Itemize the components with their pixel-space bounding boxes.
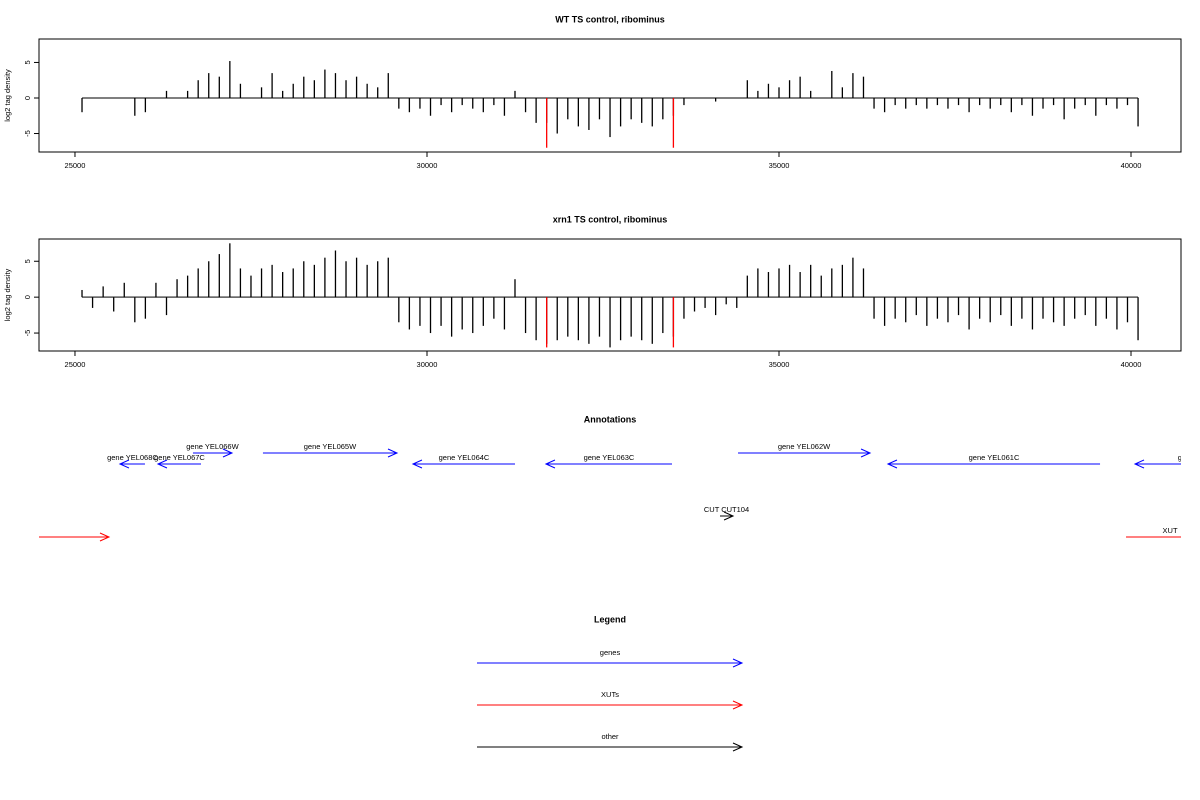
arrow bbox=[1133, 459, 1181, 469]
y-axis-label: log2 tag density bbox=[3, 69, 12, 122]
x-tick-label: 40000 bbox=[1121, 360, 1142, 369]
arrow-head bbox=[723, 511, 735, 521]
y-tick-label: 0 bbox=[23, 295, 32, 299]
arrow-head bbox=[156, 459, 168, 469]
arrow-head bbox=[886, 459, 898, 469]
feature-label: gene YEL060C bbox=[1178, 453, 1200, 462]
y-tick-label: -5 bbox=[23, 330, 32, 337]
arrow-head bbox=[387, 448, 399, 458]
feature-label: gene YEL068C bbox=[107, 453, 158, 462]
feature-label: gene YEL061C bbox=[969, 453, 1020, 462]
y-tick-label: 5 bbox=[23, 60, 32, 64]
y-tick-label: 5 bbox=[23, 259, 32, 263]
annotations-title: Annotations bbox=[584, 414, 637, 424]
arrow bbox=[720, 511, 735, 521]
x-tick-label: 30000 bbox=[417, 360, 438, 369]
plot-frame bbox=[38, 38, 1182, 153]
arrow-head bbox=[732, 658, 744, 668]
feature-label: gene YEL062W bbox=[778, 442, 831, 451]
legend-label: genes bbox=[600, 648, 621, 657]
arrow-head bbox=[860, 448, 872, 458]
arrow bbox=[1126, 536, 1181, 538]
arrow bbox=[544, 459, 672, 469]
x-tick-label: 35000 bbox=[769, 161, 790, 170]
legend-arrow bbox=[477, 700, 744, 710]
feature-label: XUT bbox=[1163, 526, 1178, 535]
feature-label: gene YEL067C bbox=[154, 453, 205, 462]
x-tick-label: 30000 bbox=[417, 161, 438, 170]
arrow-head bbox=[732, 700, 744, 710]
arrow-head bbox=[118, 459, 130, 469]
feature-label: gene YEL065W bbox=[304, 442, 357, 451]
chart-title: xrn1 TS control, ribominus bbox=[553, 214, 668, 224]
feature-label: gene YEL063C bbox=[584, 453, 635, 462]
arrow bbox=[411, 459, 515, 469]
y-tick-label: -5 bbox=[23, 130, 32, 137]
x-tick-label: 25000 bbox=[65, 360, 86, 369]
arrow bbox=[156, 459, 201, 469]
arrow-head bbox=[1133, 459, 1145, 469]
x-tick-label: 35000 bbox=[769, 360, 790, 369]
arrow bbox=[262, 448, 399, 458]
arrow-head bbox=[222, 448, 234, 458]
arrow bbox=[886, 459, 1101, 469]
arrow-head bbox=[732, 742, 744, 752]
x-tick-label: 40000 bbox=[1121, 161, 1142, 170]
feature-label: CUT CUT104 bbox=[704, 505, 749, 514]
feature-label: gene YEL066W bbox=[186, 442, 239, 451]
legend-arrow bbox=[477, 658, 744, 668]
arrow bbox=[118, 459, 145, 469]
legend-label: other bbox=[601, 732, 619, 741]
arrow-head bbox=[99, 532, 111, 542]
arrow bbox=[192, 448, 234, 458]
y-tick-label: 0 bbox=[23, 96, 32, 100]
legend-label: XUTs bbox=[601, 690, 619, 699]
arrow bbox=[39, 532, 111, 542]
plot-frame bbox=[38, 238, 1182, 352]
y-axis-label: log2 tag density bbox=[3, 268, 12, 321]
feature-label: gene YEL064C bbox=[439, 453, 490, 462]
legend-arrow bbox=[477, 742, 744, 752]
legend-title: Legend bbox=[594, 614, 626, 624]
arrow-head bbox=[544, 459, 556, 469]
x-tick-label: 25000 bbox=[65, 161, 86, 170]
chart-title: WT TS control, ribominus bbox=[555, 14, 665, 24]
arrow-head bbox=[411, 459, 423, 469]
arrow bbox=[738, 448, 872, 458]
